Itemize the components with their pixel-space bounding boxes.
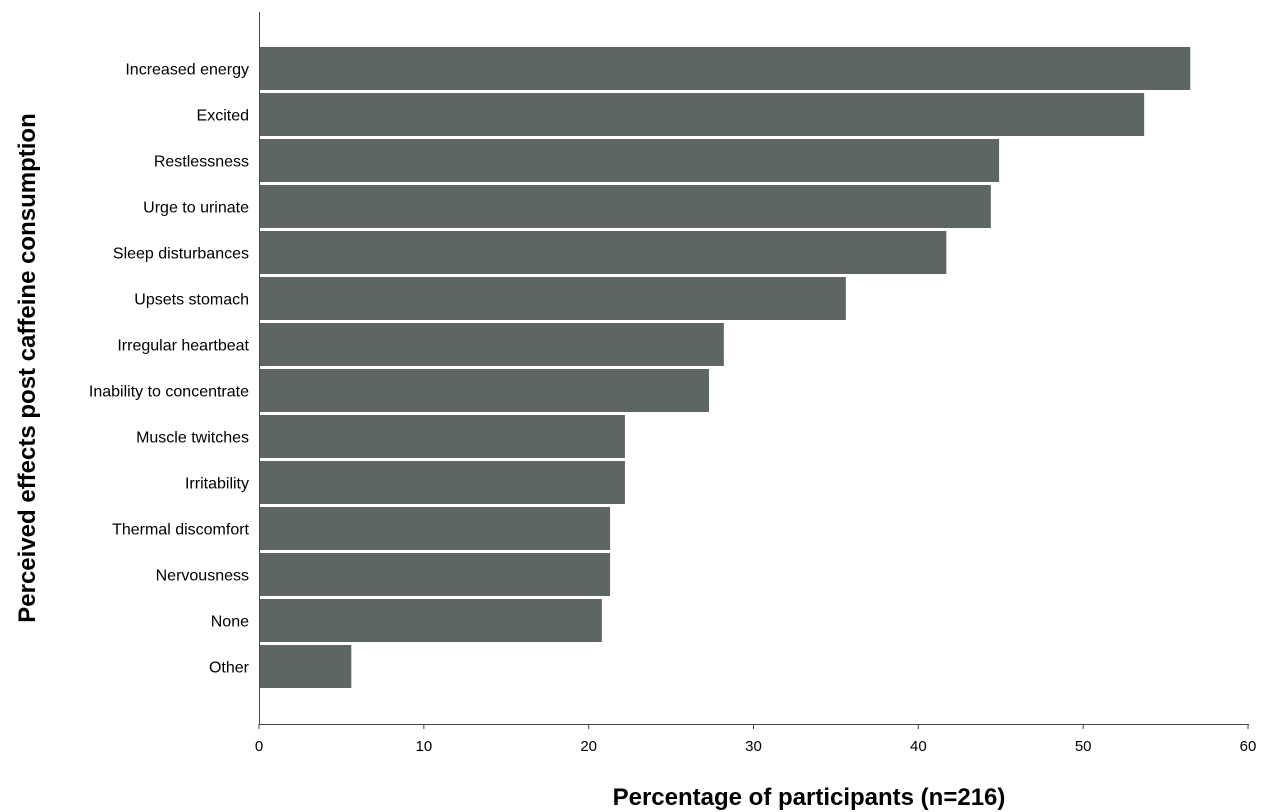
x-axis-title: Percentage of participants (n=216) [613,784,1006,811]
category-label-excited: Excited [197,108,249,125]
x-tick-label-30: 30 [745,738,762,755]
category-label-restlessness: Restlessness [154,154,249,171]
bar-restlessness [259,139,1000,182]
bar-irregular-heartbeat [259,323,724,366]
bar-irritability [259,461,625,504]
category-labels: Increased energy Excited Restlessness Urge … [89,62,250,677]
category-label-increased-energy: Increased energy [125,62,249,79]
bar-excited [259,93,1145,136]
x-tick-label-60: 60 [1240,738,1257,755]
y-axis-title: Perceived effects post caffeine consumpt… [14,113,41,622]
bar-other [259,645,352,688]
x-axis-ticks: 0 10 20 30 40 50 60 [255,724,1257,755]
x-tick-label-10: 10 [415,738,432,755]
bar-muscle-twitches [259,415,625,458]
bar-upsets-stomach [259,277,846,320]
bar-increased-energy [259,47,1191,90]
bar-sleep-disturbances [259,231,947,274]
x-tick-label-0: 0 [255,738,263,755]
bar-inability-to-concentrate [259,369,709,412]
category-label-irregular-heartbeat: Irregular heartbeat [117,338,249,355]
category-label-irritability: Irritability [185,476,249,493]
bars-group [259,47,1191,688]
category-label-other: Other [209,660,250,677]
bar-urge-to-urinate [259,185,991,228]
category-label-none: None [211,614,249,631]
x-tick-label-50: 50 [1075,738,1092,755]
category-label-urge-to-urinate: Urge to urinate [143,200,249,217]
category-label-thermal-discomfort: Thermal discomfort [112,522,249,539]
bar-none [259,599,602,642]
bar-nervousness [259,553,611,596]
category-label-nervousness: Nervousness [156,568,249,585]
x-tick-label-40: 40 [910,738,927,755]
category-label-muscle-twitches: Muscle twitches [136,430,249,447]
category-label-upsets-stomach: Upsets stomach [134,292,249,309]
category-label-sleep-disturbances: Sleep disturbances [113,246,249,263]
x-tick-label-20: 20 [580,738,597,755]
category-label-inability-to-concentrate: Inability to concentrate [89,384,249,401]
bar-thermal-discomfort [259,507,611,550]
